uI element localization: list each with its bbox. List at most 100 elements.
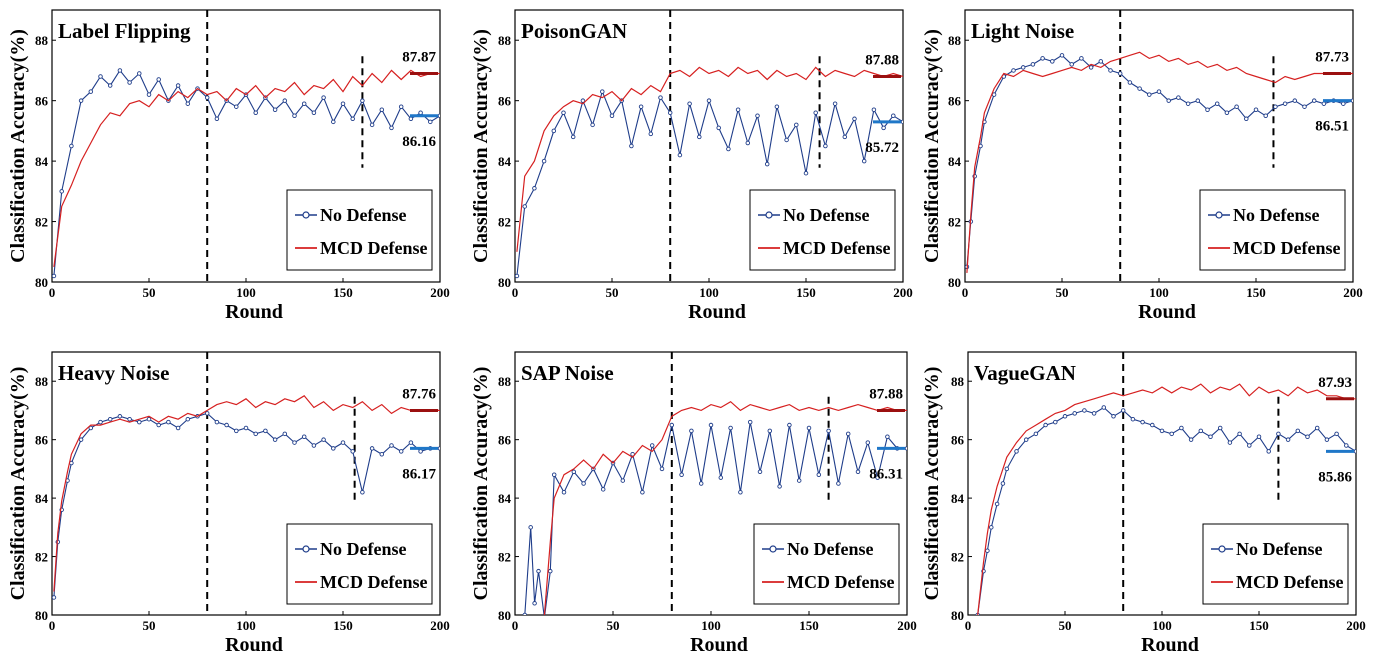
y-tick-label: 80 (35, 608, 48, 623)
no-defense-point (522, 204, 527, 209)
no-defense-point (418, 110, 423, 116)
no-defense-point (677, 152, 683, 158)
no-defense-point (1111, 414, 1116, 419)
no-defense-point (1101, 405, 1107, 410)
x-tick-label: 100 (1149, 285, 1169, 300)
no-defense-point (649, 443, 655, 448)
x-tick-label: 150 (796, 285, 816, 300)
no-defense-point (689, 428, 694, 434)
y-tick-label: 80 (951, 608, 964, 623)
no-defense-point (706, 98, 712, 103)
no-defense-point (638, 104, 644, 109)
no-defense-point (823, 143, 828, 149)
no-defense-point (137, 71, 142, 76)
y-tick-label: 82 (498, 215, 511, 230)
no-defense-point (379, 452, 385, 457)
no-defense-point (571, 469, 577, 475)
no-defense-point (532, 601, 537, 606)
y-tick-label: 84 (498, 154, 512, 169)
panel-3: 0 50 100 150 200 80 82 84 86 88 Round Classificatio… (921, 9, 1363, 323)
no-defense-point (648, 131, 654, 137)
no-defense-point (698, 481, 704, 486)
no-defense-point (88, 89, 94, 94)
no-defense-point (1130, 416, 1136, 422)
x-tick-label: 200 (893, 285, 913, 300)
no-defense-point (59, 189, 64, 194)
x-tick-label: 200 (430, 285, 450, 300)
series-group (522, 400, 907, 615)
legend: No Defense MCD Defense (1199, 189, 1346, 271)
no-defense-point (1140, 419, 1145, 425)
no-defense-point (787, 422, 792, 428)
no-defense-point (272, 107, 278, 112)
series-group (515, 66, 903, 279)
panel-title: PoisonGAN (521, 19, 627, 43)
no-defense-point (1285, 437, 1291, 442)
no-defense-point (881, 125, 886, 131)
mcd-defense-line (53, 395, 440, 592)
no-defense-point (331, 119, 336, 125)
y-tick-label: 84 (951, 491, 965, 506)
no-defense-point (146, 92, 152, 97)
y-tick-label: 86 (498, 94, 512, 109)
no-defense-point (1253, 107, 1259, 112)
no-defense-final-value: 86.51 (1315, 119, 1349, 135)
legend-mcd-label: MCD Defense (787, 572, 894, 592)
no-defense-point (1127, 80, 1133, 85)
no-defense-point (1011, 68, 1016, 73)
no-defense-point (871, 107, 877, 112)
no-defense-point (669, 422, 675, 428)
no-defense-point (600, 487, 606, 492)
no-defense-point (127, 416, 132, 422)
no-defense-point (146, 416, 152, 422)
y-tick-label: 88 (498, 374, 512, 389)
y-tick-label: 86 (498, 433, 512, 448)
no-defense-point (1344, 443, 1349, 448)
no-defense-point (1023, 437, 1029, 442)
x-tick-label: 50 (1056, 285, 1069, 300)
no-defense-point (408, 440, 414, 445)
no-defense-point (437, 446, 440, 451)
no-defense-point (350, 116, 355, 122)
no-defense-point (865, 440, 871, 445)
no-defense-point (994, 501, 1000, 507)
no-defense-point (1234, 104, 1239, 109)
no-defense-point (1302, 104, 1307, 109)
y-tick-label: 84 (498, 491, 512, 506)
no-defense-point (1043, 422, 1048, 428)
no-defense-point (1030, 62, 1036, 67)
panel-title: SAP Noise (521, 361, 614, 385)
no-defense-point (340, 101, 346, 106)
no-defense-point (806, 425, 812, 431)
no-defense-point (1156, 89, 1162, 94)
no-defense-point (532, 186, 537, 191)
x-tick-label: 50 (1059, 618, 1072, 633)
legend: No Defense MCD Defense (286, 189, 433, 271)
y-tick-label: 82 (498, 550, 511, 565)
no-defense-point (1217, 425, 1223, 431)
mcd-final-value: 87.87 (402, 49, 436, 65)
mcd-final-value: 87.93 (1318, 375, 1352, 391)
legend-box (286, 189, 433, 271)
no-defense-point (985, 548, 990, 553)
no-defense-point (389, 125, 394, 131)
no-defense-point (234, 104, 239, 109)
legend: No Defense MCD Defense (753, 523, 900, 605)
no-defense-point (321, 437, 326, 442)
no-defense-point (1137, 86, 1142, 91)
x-axis-label: Round (688, 301, 746, 323)
no-defense-point (757, 469, 763, 475)
no-defense-point (1205, 107, 1210, 112)
series-group (52, 68, 440, 279)
no-defense-point (745, 140, 751, 146)
legend-no-defense-label: No Defense (1233, 205, 1319, 225)
no-defense-final-value: 85.86 (1318, 469, 1352, 485)
panel-4: 0 50 100 150 200 80 82 84 86 88 Round Classificatio… (7, 351, 450, 656)
no-defense-point (331, 446, 336, 451)
y-axis-label: Classification Accuracy(%) (921, 367, 943, 601)
no-defense-point (784, 137, 789, 143)
no-defense-point (98, 419, 103, 425)
no-defense-point (561, 110, 566, 116)
no-defense-point (369, 446, 375, 451)
y-tick-label: 88 (35, 374, 49, 389)
